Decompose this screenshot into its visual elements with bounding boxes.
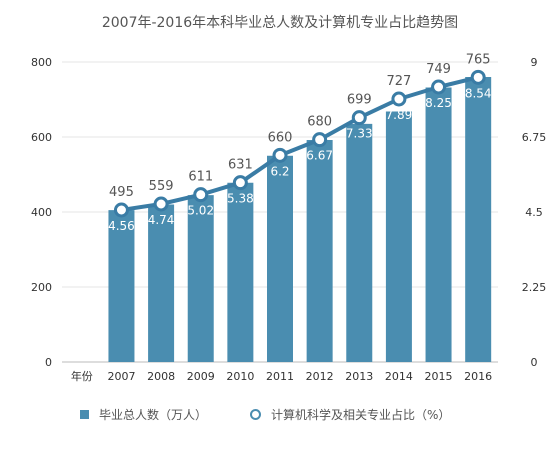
line-value-label: 727: [386, 74, 411, 89]
x-tick-label: 2011: [266, 370, 294, 383]
bar-value-label: 7.89: [386, 108, 413, 122]
chart-title: 2007年-2016年本科毕业总人数及计算机专业占比趋势图: [101, 15, 459, 31]
chart: 0 200 400 600 800 0 2.25 4.5 6.75 9 年份 2007 2008 2009…: [31, 52, 547, 383]
y-right-tick-label: 2.25: [522, 281, 547, 294]
x-tick-label: 2008: [147, 370, 175, 383]
line-point: [153, 196, 169, 212]
line-value-label: 749: [426, 62, 451, 77]
bar-value-label: 4.56: [108, 219, 135, 233]
line-point: [391, 91, 407, 107]
legend-item-line: 计算机科学及相关专业占比（%）: [250, 406, 450, 423]
line-point: [193, 187, 209, 203]
bar-value-label: 8.54: [465, 86, 492, 100]
line-point: [470, 69, 486, 85]
legend-item-bars: 毕业总人数（万人）: [80, 406, 207, 423]
bar: [425, 87, 452, 362]
line-value-label: 495: [109, 185, 134, 200]
y-right-tick-label: 0: [531, 356, 538, 369]
y-right-tick-label: 6.75: [522, 131, 547, 144]
x-tick-label: 2016: [464, 370, 492, 383]
bar: [148, 204, 175, 362]
bar: [306, 140, 333, 362]
bar: [108, 210, 135, 362]
bar-value-label: 5.38: [227, 192, 254, 206]
line-value-label: 765: [466, 52, 491, 67]
x-tick-label: 2007: [107, 370, 135, 383]
line-value-label: 631: [228, 158, 253, 173]
bar: [465, 77, 492, 362]
legend-line-swatch: [250, 409, 261, 420]
bar-value-label: 6.2: [270, 164, 289, 178]
y-left-tick-label: 600: [31, 131, 52, 144]
y-right-tick-label: 4.5: [525, 206, 543, 219]
line-point: [431, 79, 447, 95]
x-tick-label: 2010: [226, 370, 254, 383]
line-series: [121, 75, 479, 212]
y-left-tick-label: 400: [31, 206, 52, 219]
bar: [346, 123, 373, 362]
line-value-label: 559: [149, 179, 174, 194]
x-tick-label: 2012: [306, 370, 334, 383]
legend-label-line: 计算机科学及相关专业占比（%）: [271, 408, 451, 422]
line-value-label: 611: [188, 170, 213, 185]
bar-value-label: 8.25: [425, 96, 452, 110]
line-point: [232, 175, 248, 191]
bar: [227, 182, 254, 362]
y-left-tick-label: 200: [31, 281, 52, 294]
line-value-label: 699: [347, 93, 372, 108]
x-tick-label: 2014: [385, 370, 413, 383]
bar: [267, 155, 293, 362]
x-tick-label: 2015: [425, 370, 453, 383]
line-point: [272, 147, 288, 163]
line-value-label: 680: [307, 115, 332, 130]
line-point: [113, 202, 129, 218]
x-tick-label: 2013: [345, 370, 373, 383]
bar-value-label: 6.67: [306, 149, 333, 163]
bar-value-label: 7.33: [346, 127, 373, 141]
legend-label-bars: 毕业总人数（万人）: [99, 408, 208, 422]
x-tick-label: 年份: [71, 369, 93, 383]
line-point: [312, 132, 328, 148]
y-left-tick-label: 0: [45, 356, 52, 369]
line-value-label: 660: [268, 130, 293, 145]
bar: [385, 111, 412, 362]
y-left-tick-label: 800: [31, 56, 52, 69]
bar-value-label: 4.74: [148, 213, 175, 227]
bar-value-label: 5.02: [187, 204, 214, 218]
legend-bar-swatch: [80, 410, 89, 419]
bar: [187, 195, 214, 362]
line-point: [351, 110, 367, 126]
y-right-tick-label: 9: [531, 56, 538, 69]
x-tick-label: 2009: [187, 370, 215, 383]
